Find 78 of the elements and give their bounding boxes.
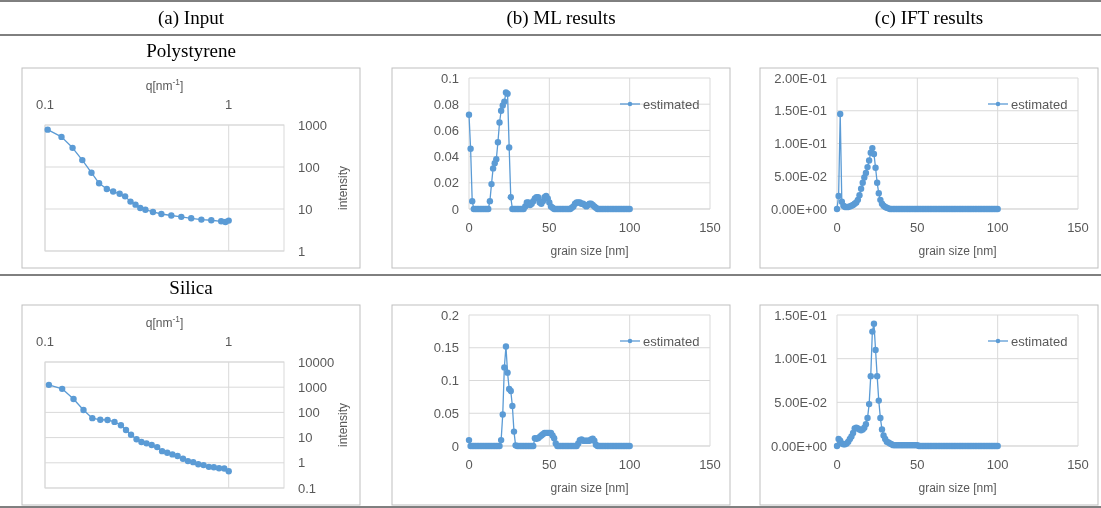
y-tick-label: 0.00E+00 <box>770 201 827 217</box>
y-axis-title: intensity <box>336 165 350 211</box>
y-tick-label: 0.04 <box>433 149 459 165</box>
x-tick-label: 100 <box>618 457 641 472</box>
y-tick-label: 0.06 <box>433 122 459 138</box>
y-tick-label: 0.15 <box>433 340 459 356</box>
x-tick-label: 150 <box>1067 457 1089 472</box>
x-axis-title: grain size [nm] <box>918 244 997 258</box>
chart-subtitle: Silica <box>169 277 214 298</box>
legend-label: estimated <box>1011 333 1068 349</box>
y-tick-label: 0 <box>451 201 459 217</box>
chart-title: (b) ML results <box>506 7 616 29</box>
y-tick-label: 0.05 <box>433 405 459 421</box>
point <box>210 463 218 471</box>
x-tick-label: 50 <box>542 220 557 235</box>
y-tick-label: 100 <box>298 159 320 175</box>
point <box>127 431 135 438</box>
y-tick-label: 5.00E-02 <box>774 394 827 410</box>
legend-label: estimated <box>643 96 700 112</box>
y-tick-label: 1000 <box>298 117 327 133</box>
y-tick-label: 1.00E-01 <box>774 351 827 367</box>
point <box>215 465 223 472</box>
point <box>184 457 192 465</box>
chart-subtitle: Polystyrene <box>146 40 236 61</box>
x-tick-label: 150 <box>1067 220 1089 235</box>
chart-title: (c) IFT results <box>874 7 984 29</box>
legend-label: estimated <box>1011 96 1068 112</box>
point <box>122 426 130 434</box>
point <box>148 441 155 449</box>
y-axis-title: intensity <box>336 402 350 448</box>
x-axis-title: grain size [nm] <box>550 481 629 495</box>
y-tick-label: 10 <box>298 201 313 217</box>
y-tick-label: 2.00E-01 <box>774 70 827 86</box>
y-tick-label: 0.1 <box>440 373 459 388</box>
x-tick-label: 150 <box>699 457 721 472</box>
y-tick-label: 0.00E+00 <box>770 438 827 454</box>
y-tick-label: 1 <box>298 243 306 259</box>
chart-title: (a) Input <box>158 7 225 29</box>
x-tick-label: 100 <box>618 220 641 235</box>
point <box>174 452 181 460</box>
y-tick-label: 0.1 <box>440 70 459 86</box>
x-tick-label: 100 <box>986 220 1009 235</box>
y-tick-label: 10000 <box>298 354 335 370</box>
y-tick-label: 100 <box>298 404 320 420</box>
y-tick-label: 0.02 <box>433 175 459 191</box>
y-tick-label: 0.1 <box>298 480 317 496</box>
x-tick-label: 0 <box>833 457 841 472</box>
point <box>205 463 213 471</box>
x-tick-label: 50 <box>542 457 557 472</box>
y-tick-label: 1.50E-01 <box>774 307 827 323</box>
point <box>200 461 207 469</box>
x-tick-label: 150 <box>699 220 721 235</box>
x-axis-title: grain size [nm] <box>550 244 629 258</box>
x-tick-label: 50 <box>910 220 925 235</box>
y-tick-label: 5.00E-02 <box>774 168 827 184</box>
y-tick-label: 1000 <box>298 379 327 395</box>
x-tick-label: 0 <box>465 457 473 472</box>
point <box>179 455 187 462</box>
x-axis-title: grain size [nm] <box>918 481 997 495</box>
y-tick-label: 0.2 <box>440 307 459 323</box>
point <box>225 468 232 475</box>
x-tick-label: 50 <box>910 457 925 472</box>
x-axis-title: q[nm$^{-1}$] <box>145 77 184 93</box>
x-tick-label: 0 <box>465 220 473 235</box>
legend-label: estimated <box>643 333 700 349</box>
point <box>153 443 161 451</box>
point <box>158 447 166 455</box>
y-tick-label: 1.50E-01 <box>774 103 827 119</box>
x-tick-label: 0 <box>833 220 841 235</box>
y-tick-label: 0 <box>451 438 459 454</box>
point <box>117 422 125 429</box>
point <box>143 440 150 447</box>
x-axis-title: q[nm$^{-1}$] <box>145 314 184 330</box>
x-tick-label: 100 <box>986 457 1009 472</box>
y-tick-label: 1.00E-01 <box>774 136 827 151</box>
y-tick-label: 0.08 <box>433 96 459 112</box>
y-tick-label: 10 <box>298 430 313 446</box>
point <box>111 418 118 426</box>
